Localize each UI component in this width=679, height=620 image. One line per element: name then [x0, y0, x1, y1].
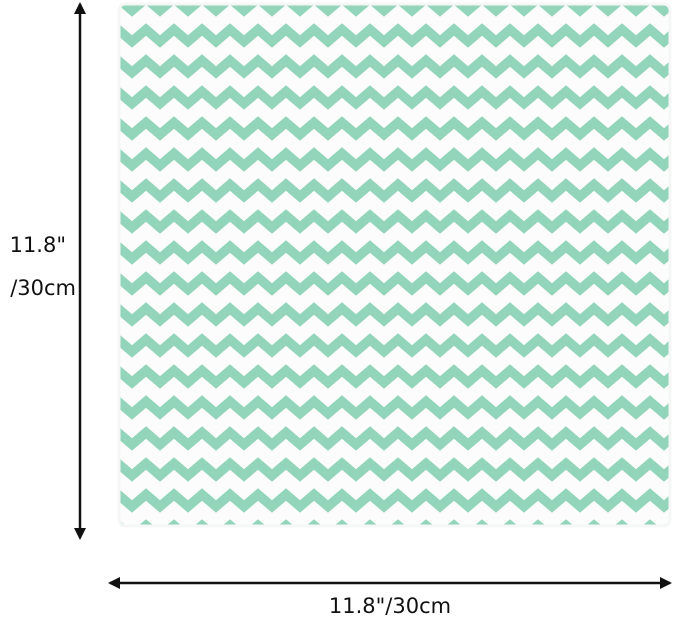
towel — [117, 2, 672, 528]
height-label: 11.8" — [10, 233, 66, 257]
height-label: /30cm — [10, 276, 76, 300]
width-label: 11.8"/30cm — [329, 594, 451, 618]
